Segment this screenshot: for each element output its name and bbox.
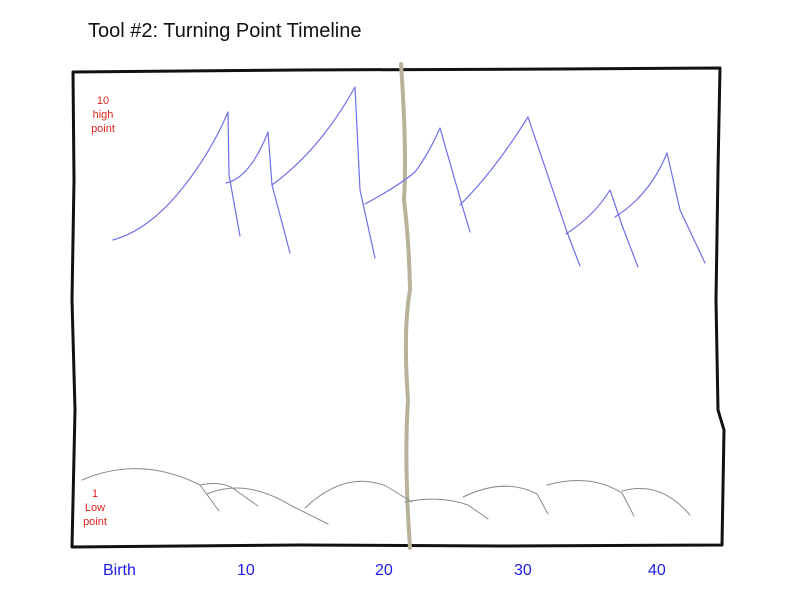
page-title: Tool #2: Turning Point Timeline <box>88 20 362 42</box>
low-point-word-2: point <box>83 516 107 528</box>
low-point-word-1: Low <box>84 502 106 514</box>
high-point-word-2: point <box>91 123 115 135</box>
axis-label-20: 20 <box>375 562 393 579</box>
low-point-label: 1 Low point <box>65 487 125 529</box>
high-point-label: 10 high point <box>73 94 133 136</box>
present-marker-line <box>399 62 413 550</box>
low-point-value: 1 <box>91 488 99 500</box>
axis-label-40: 40 <box>648 562 666 579</box>
timeline-frame <box>70 66 726 549</box>
low-points-line <box>81 468 691 525</box>
axis-label-30: 30 <box>514 562 532 579</box>
high-point-value: 10 <box>96 95 110 107</box>
high-point-word-1: high <box>92 109 114 121</box>
axis-label-10: 10 <box>237 562 255 579</box>
high-points-line <box>112 86 706 268</box>
axis-label-birth: Birth <box>103 562 136 579</box>
